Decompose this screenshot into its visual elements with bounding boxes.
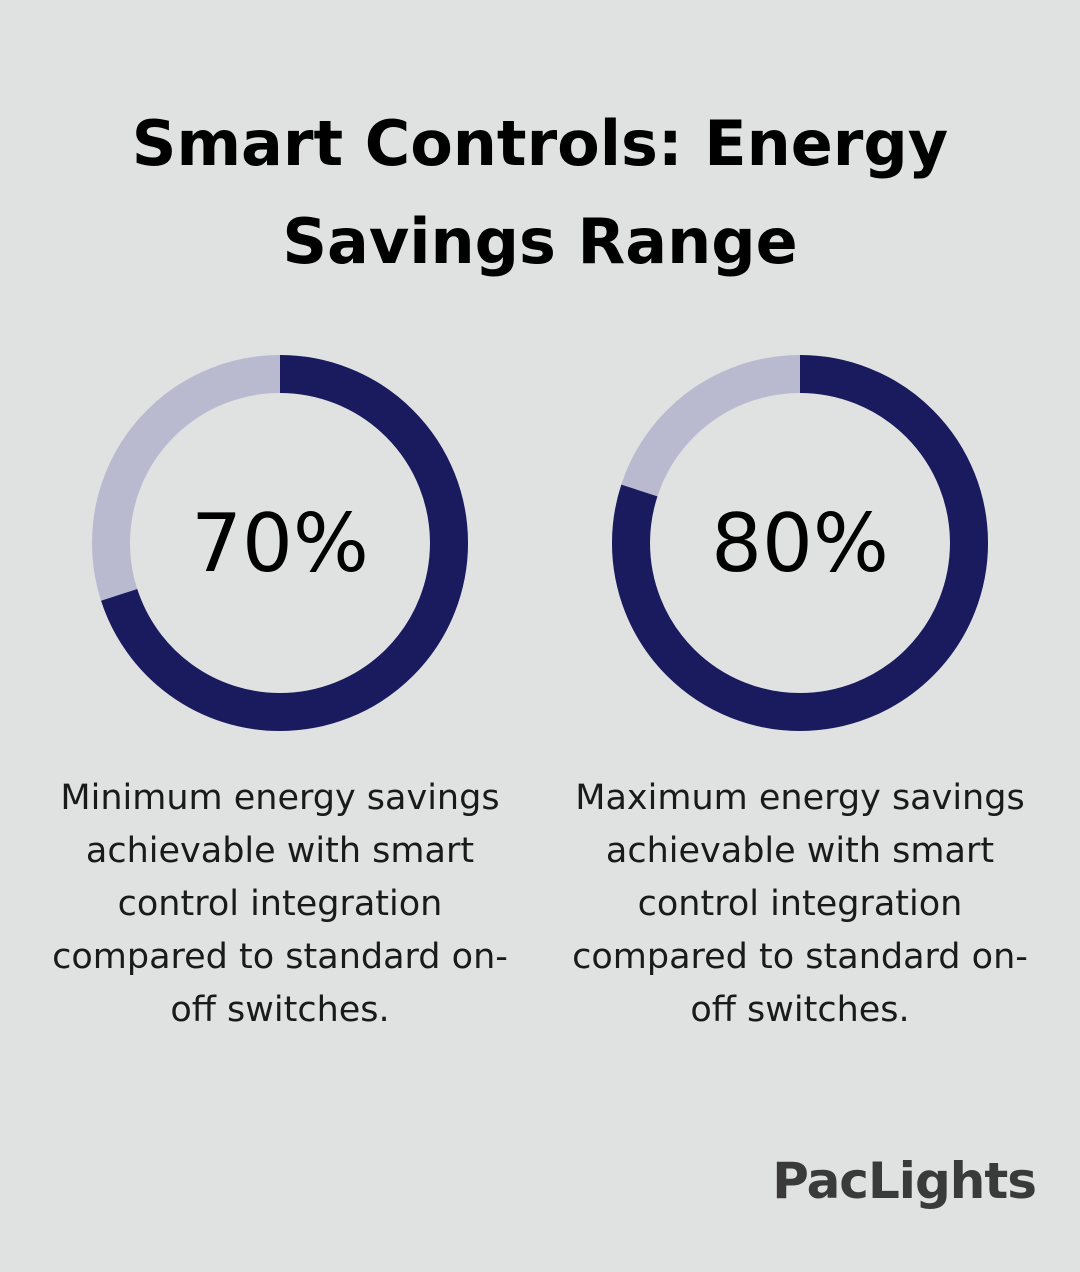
page-title: Smart Controls: Energy Savings Range (131, 107, 949, 278)
value-label: 80% (711, 497, 889, 590)
value-label: 70% (191, 497, 369, 590)
donut-arc (92, 355, 468, 731)
donut-arc (612, 355, 988, 731)
brand-logo: PacLights (772, 1152, 1037, 1210)
description: Minimum energy savings achievable with s… (52, 778, 508, 1030)
description: Maximum energy savings achievable with s… (572, 778, 1028, 1030)
